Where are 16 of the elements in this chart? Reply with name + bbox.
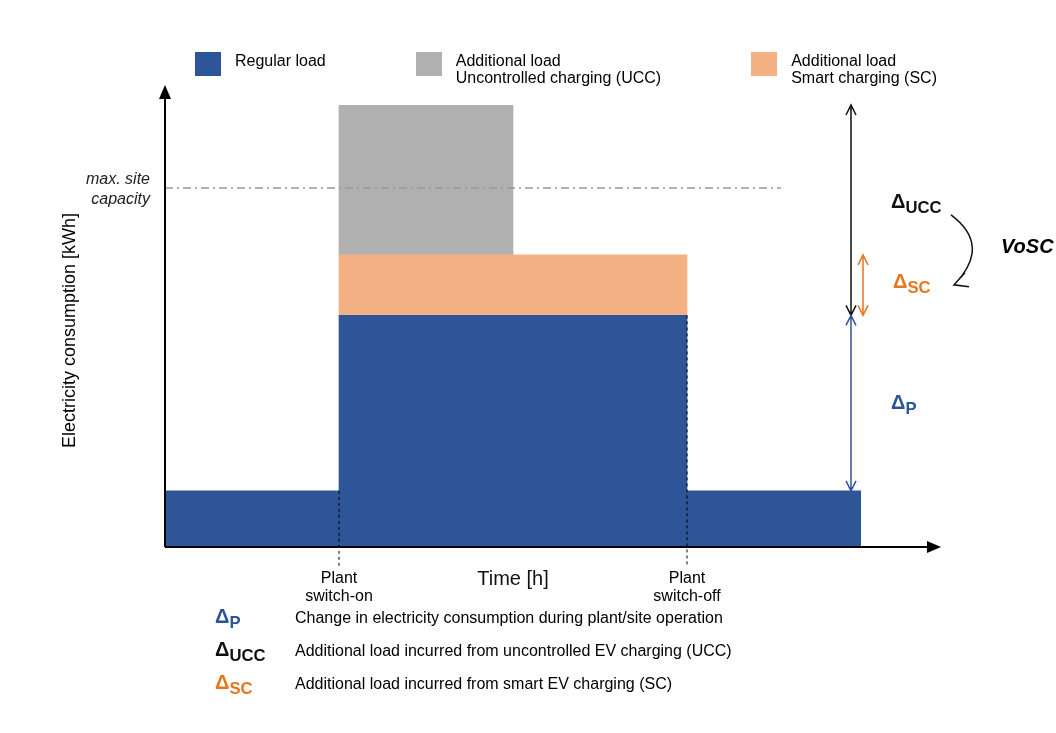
text: VoSC — [1001, 234, 1054, 258]
text: Δ$_{SC}$ Additional load incurred from smart EV charging (SC) — [215, 671, 673, 698]
legend-label: Additional load Smart charging (SC) — [791, 52, 937, 86]
bar — [338, 105, 514, 256]
x-axis-title: Time [h] — [477, 566, 549, 589]
text: Δ$_{UCC}$ — [891, 190, 942, 218]
text: Δ$_{SC}$ — [893, 269, 931, 298]
ref-line-label: max. site capacity — [85, 170, 151, 208]
legend-label: Regular load — [235, 52, 326, 69]
y-axis-title: Electricity consumption [kWh] — [59, 212, 81, 448]
text: Plant switch-off — [653, 569, 721, 605]
text: Δ$_{P}$ Change in electricity consumption during plant/site operation — [215, 605, 723, 632]
text: Δ$_{P}$ — [891, 391, 917, 420]
legend-label: Additional load Uncontrolled charging (UCC) — [455, 52, 662, 86]
text: Δ$_{UCC}$ Additional load incurred from uncontrolled EV charging (UCC) — [215, 638, 732, 665]
text: Plant switch-on — [305, 569, 373, 605]
